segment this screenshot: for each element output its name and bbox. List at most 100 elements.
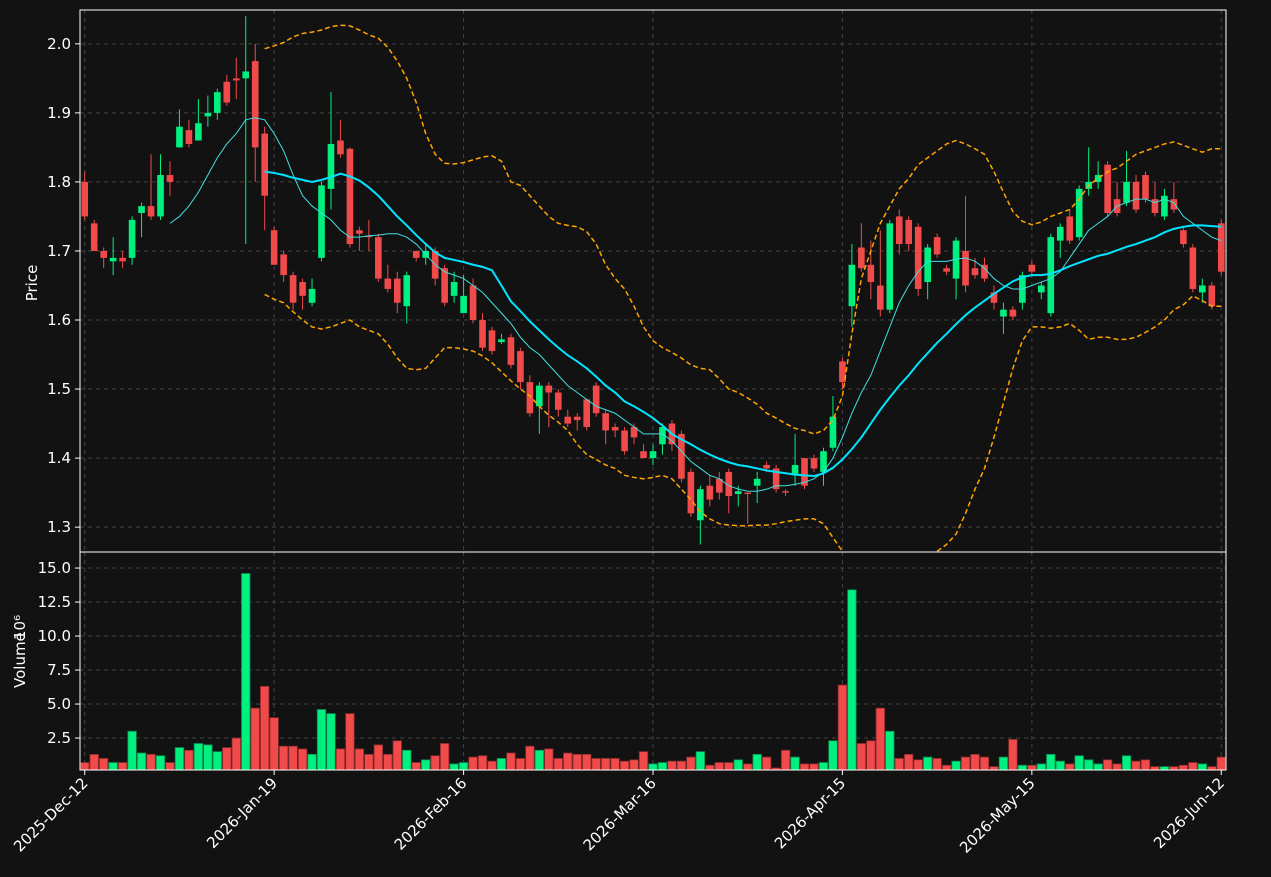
candle-body	[810, 458, 818, 469]
volume-bar	[1102, 759, 1113, 770]
volume-bar	[288, 745, 298, 770]
candle-body	[573, 416, 581, 421]
candle-body	[715, 478, 723, 493]
volume-bar	[951, 760, 961, 770]
volume-bar	[1008, 739, 1018, 770]
candle-body	[242, 71, 250, 79]
volume-bar	[856, 743, 867, 770]
volume-bar	[1169, 766, 1179, 770]
candle-body	[829, 416, 837, 448]
candle-body	[583, 399, 591, 428]
candle-body	[1123, 181, 1130, 203]
candle-body	[261, 133, 269, 196]
volume-bar	[269, 717, 279, 770]
volume-bar	[743, 763, 753, 770]
volume-bar	[724, 762, 734, 770]
volume-tick-label: 10.0	[38, 627, 71, 645]
volume-bar	[477, 755, 488, 770]
candle-body	[659, 427, 666, 445]
candle-body	[1189, 247, 1197, 289]
volume-bar	[89, 753, 99, 770]
volume-bar	[1207, 766, 1217, 770]
volume-bar	[108, 762, 118, 770]
overlay-line	[264, 170, 1222, 478]
volume-bar	[629, 759, 639, 770]
volume-bar	[761, 756, 772, 770]
volume-bar	[979, 756, 990, 770]
volume-frame	[79, 551, 1227, 771]
volume-bar	[1121, 755, 1132, 770]
volume-bar	[572, 753, 582, 770]
candle-body	[990, 292, 998, 303]
volume-bar	[421, 759, 431, 770]
candle-body	[100, 250, 107, 258]
volume-bar	[1159, 766, 1170, 770]
y-tick-label: 1.7	[47, 242, 71, 260]
candle-body	[1142, 175, 1149, 200]
candle-body	[375, 237, 382, 279]
volume-bar	[1216, 756, 1226, 770]
candle-body	[232, 78, 240, 81]
volume-bar	[354, 748, 365, 770]
candle-body	[526, 382, 534, 414]
candle-body	[479, 320, 486, 348]
volume-bar	[941, 764, 952, 770]
candle-body	[176, 126, 183, 148]
y-tick-label: 1.6	[47, 311, 71, 329]
volume-bar	[345, 713, 355, 770]
volume-bar	[667, 760, 677, 770]
volume-bar	[231, 737, 241, 770]
candle-body	[81, 181, 89, 217]
volume-bar	[1112, 763, 1122, 770]
volume-bar	[648, 763, 658, 770]
y-tick-label: 2.0	[47, 35, 71, 53]
volume-bar	[582, 753, 592, 770]
candle-body	[725, 471, 733, 497]
volume-bar	[1036, 763, 1046, 770]
volume-bar	[1178, 764, 1189, 770]
volume-bar	[998, 756, 1009, 770]
volume-bar	[117, 762, 128, 770]
candle-body	[498, 339, 505, 343]
candle-body	[469, 285, 477, 321]
candle-body	[441, 268, 448, 303]
candle-body	[327, 143, 335, 189]
candle-body	[630, 427, 638, 438]
volume-bar	[894, 758, 904, 770]
volume-bar	[534, 749, 545, 770]
candle-body	[128, 219, 136, 258]
candle-body	[1132, 181, 1140, 210]
candle-body	[299, 282, 306, 296]
volume-bar	[619, 760, 630, 770]
candle-body	[289, 275, 297, 303]
candle-body	[1170, 199, 1178, 210]
candle-body	[251, 61, 259, 148]
candle-body	[204, 112, 212, 117]
candle-body	[1037, 285, 1045, 293]
volume-bar	[1150, 766, 1160, 770]
volume-bar	[184, 749, 194, 770]
candle-body	[876, 285, 884, 310]
candle-body	[753, 478, 761, 486]
volume-bar	[1188, 762, 1198, 770]
volume-bar	[913, 759, 923, 770]
candle-body	[450, 282, 458, 296]
candle-body	[1047, 237, 1055, 314]
price-axis-label: Price	[23, 265, 41, 302]
candle-body	[280, 254, 287, 276]
candle-body	[640, 451, 647, 459]
candle-body	[734, 491, 742, 495]
candle-body	[1066, 216, 1074, 241]
volume-bar	[818, 762, 829, 770]
volume-bar	[1055, 760, 1065, 770]
candle-body	[763, 465, 770, 469]
volume-bar	[657, 762, 668, 770]
volume-bar	[364, 753, 374, 770]
volume-tick-label: 15.0	[38, 559, 71, 577]
candle-body	[858, 247, 865, 269]
candle-body	[839, 361, 846, 383]
candle-body	[801, 458, 808, 486]
volume-bar	[847, 589, 857, 770]
volume-axis-label: Volume	[11, 632, 29, 688]
volume-bar	[904, 753, 914, 770]
